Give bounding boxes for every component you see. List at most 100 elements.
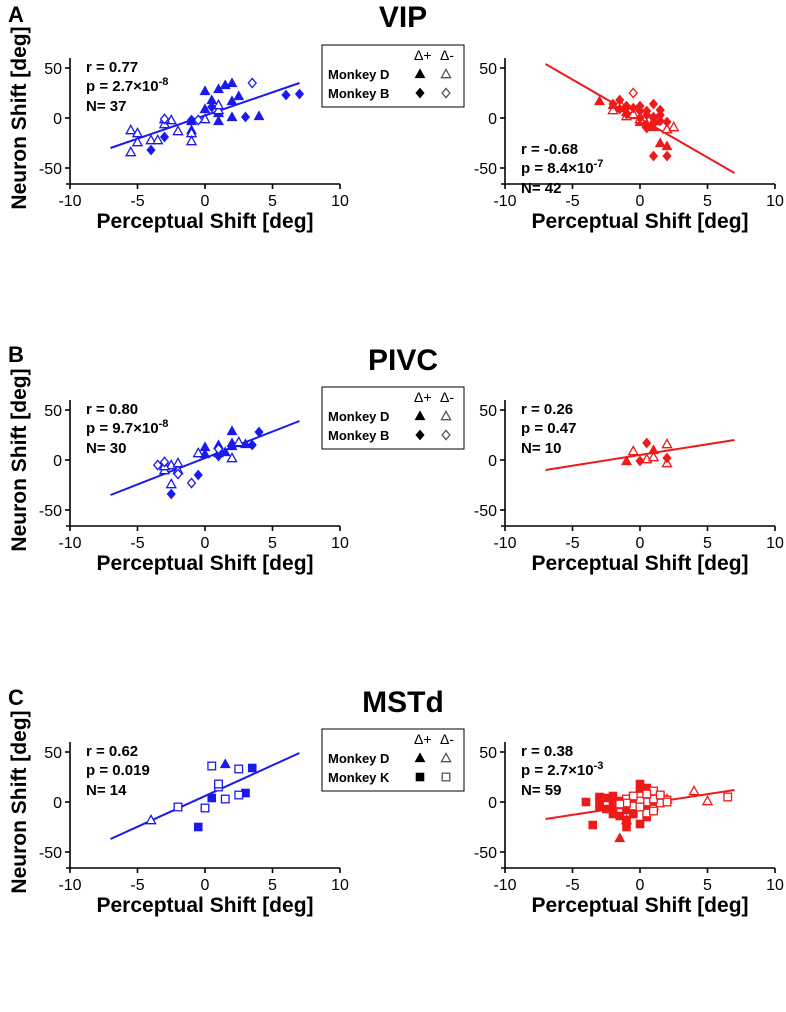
stat-p: p = 8.4×10-7: [521, 158, 603, 177]
data-point-square: [173, 802, 183, 812]
data-point-square: [635, 819, 645, 829]
legend-marker-open: [440, 752, 452, 763]
data-point-square: [234, 764, 244, 774]
x-tick-label: -10: [493, 535, 516, 552]
data-point-diamond: [240, 111, 251, 123]
data-point-square: [655, 790, 665, 800]
data-point-triangle: [226, 111, 238, 122]
regression-line: [545, 439, 735, 471]
y-tick-label: 50: [44, 403, 62, 420]
data-point-diamond: [635, 455, 645, 467]
y-tick-label: -50: [39, 161, 62, 178]
data-point-square: [581, 797, 591, 807]
x-tick-label: -5: [130, 193, 144, 210]
data-point-square: [649, 806, 658, 816]
region-title: VIP: [379, 1, 427, 34]
data-point-diamond: [186, 477, 197, 489]
data-point-triangle: [661, 438, 673, 449]
data-point-diamond: [642, 437, 652, 449]
legend-label: Monkey D: [328, 751, 389, 766]
data-point-diamond: [628, 102, 638, 114]
data-point-diamond: [193, 114, 204, 126]
stat-n: N= 37: [86, 98, 126, 115]
data-point-diamond: [635, 112, 645, 124]
regression-line: [110, 752, 300, 840]
legend-label: Monkey B: [328, 428, 389, 443]
data-point-triangle: [226, 95, 238, 106]
data-points: [125, 77, 305, 157]
y-tick-label: 0: [53, 453, 62, 470]
data-points: [152, 425, 264, 500]
x-axis-label: Perceptual Shift [deg]: [531, 894, 748, 917]
stat-p: p = 2.7×10-3: [521, 760, 603, 779]
data-point-triangle: [594, 95, 605, 106]
y-tick-label: 0: [488, 111, 497, 128]
data-point-square: [220, 794, 230, 804]
data-point-diamond: [247, 77, 258, 89]
data-point-diamond: [648, 98, 659, 110]
y-tick-label: 0: [53, 795, 62, 812]
data-point-diamond: [648, 111, 659, 123]
data-point-triangle: [131, 136, 144, 147]
data-point-diamond: [608, 98, 618, 110]
data-points: [581, 779, 733, 843]
data-point-triangle: [199, 103, 211, 114]
data-point-triangle: [172, 457, 184, 468]
y-axis-label: Neuron Shift [deg]: [8, 710, 31, 893]
data-point-diamond: [621, 102, 632, 114]
row-c: C MSTd Δ+ Δ- Monkey D Monkey K: [8, 685, 465, 792]
stat-r: r = 0.80: [86, 401, 138, 418]
data-points: [594, 87, 680, 162]
data-point-diamond: [193, 469, 203, 481]
legend-head-minus: Δ-: [440, 731, 454, 747]
data-point-diamond: [655, 109, 665, 121]
stat-r: r = 0.77: [86, 59, 138, 76]
region-title: MSTd: [362, 686, 444, 719]
stats-block: r = 0.80p = 9.7×10-8 N= 30: [86, 401, 168, 457]
panel-letter: B: [8, 342, 24, 367]
x-tick-label: 0: [636, 877, 645, 894]
data-point-diamond: [213, 443, 224, 455]
data-point-square: [662, 797, 672, 807]
legend-marker-filled: [415, 87, 425, 99]
stat-n: N= 14: [86, 782, 127, 799]
data-points: [621, 437, 673, 468]
data-point-square: [642, 789, 652, 799]
y-tick-label: -50: [39, 845, 62, 862]
data-point-triangle: [654, 137, 666, 148]
stats-block: r = 0.77p = 2.7×10-8 N= 37: [86, 59, 168, 115]
stats-block: r = 0.26 p = 0.47 N= 10: [521, 401, 576, 457]
data-point-triangle: [233, 90, 245, 101]
data-point-square: [635, 802, 645, 812]
x-tick-label: 5: [703, 193, 712, 210]
data-point-triangle: [627, 445, 639, 456]
data-point-diamond: [152, 459, 163, 471]
stat-r: r = 0.26: [521, 401, 573, 418]
legend-head-plus: Δ+: [414, 47, 432, 63]
legend-marker-open: [441, 87, 451, 99]
stat-n: N= 30: [86, 440, 126, 457]
legend-marker-open: [441, 772, 451, 782]
y-tick-label: -50: [474, 845, 497, 862]
x-tick-label: -5: [565, 193, 579, 210]
region-title: PIVC: [368, 344, 438, 377]
stat-p: p = 2.7×10-8: [86, 76, 168, 95]
x-axis-label: Perceptual Shift [deg]: [96, 894, 313, 917]
stat-p: p = 0.019: [86, 762, 150, 779]
x-axis-label: Perceptual Shift [deg]: [531, 210, 748, 233]
data-point-triangle: [607, 104, 619, 115]
data-point-triangle: [145, 814, 157, 825]
x-tick-label: -5: [130, 877, 144, 894]
data-point-triangle: [226, 425, 238, 436]
legend-box: [321, 728, 465, 792]
x-axis-label: Perceptual Shift [deg]: [96, 552, 313, 575]
data-point-diamond: [662, 452, 672, 464]
data-point-square: [214, 779, 223, 789]
data-point-triangle: [185, 135, 198, 146]
x-axis-label: Perceptual Shift [deg]: [531, 552, 748, 575]
legend-box: [321, 44, 465, 108]
data-point-triangle: [627, 108, 639, 119]
legend-head-minus: Δ-: [440, 389, 454, 405]
